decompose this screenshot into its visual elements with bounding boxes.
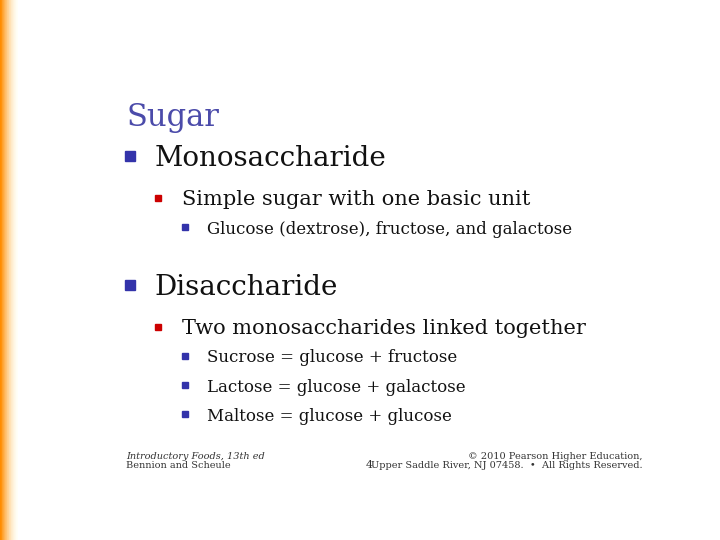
Text: Introductory Foods, 13th ed: Introductory Foods, 13th ed <box>126 452 265 461</box>
Text: Maltose = glucose + glucose: Maltose = glucose + glucose <box>207 408 452 424</box>
Text: Bennion and Scheule: Bennion and Scheule <box>126 461 231 470</box>
Text: Two monosaccharides linked together: Two monosaccharides linked together <box>182 319 586 339</box>
Text: Upper Saddle River, NJ 07458.  •  All Rights Reserved.: Upper Saddle River, NJ 07458. • All Righ… <box>371 461 642 470</box>
Text: Lactose = glucose + galactose: Lactose = glucose + galactose <box>207 379 466 395</box>
Text: 4: 4 <box>366 460 372 470</box>
Text: © 2010 Pearson Higher Education,: © 2010 Pearson Higher Education, <box>468 452 642 461</box>
Text: Disaccharide: Disaccharide <box>154 274 338 301</box>
Text: Glucose (dextrose), fructose, and galactose: Glucose (dextrose), fructose, and galact… <box>207 220 572 238</box>
Text: Simple sugar with one basic unit: Simple sugar with one basic unit <box>182 191 531 210</box>
Text: Sucrose = glucose + fructose: Sucrose = glucose + fructose <box>207 349 457 367</box>
Text: Monosaccharide: Monosaccharide <box>154 145 386 172</box>
Text: Sugar: Sugar <box>126 102 219 133</box>
